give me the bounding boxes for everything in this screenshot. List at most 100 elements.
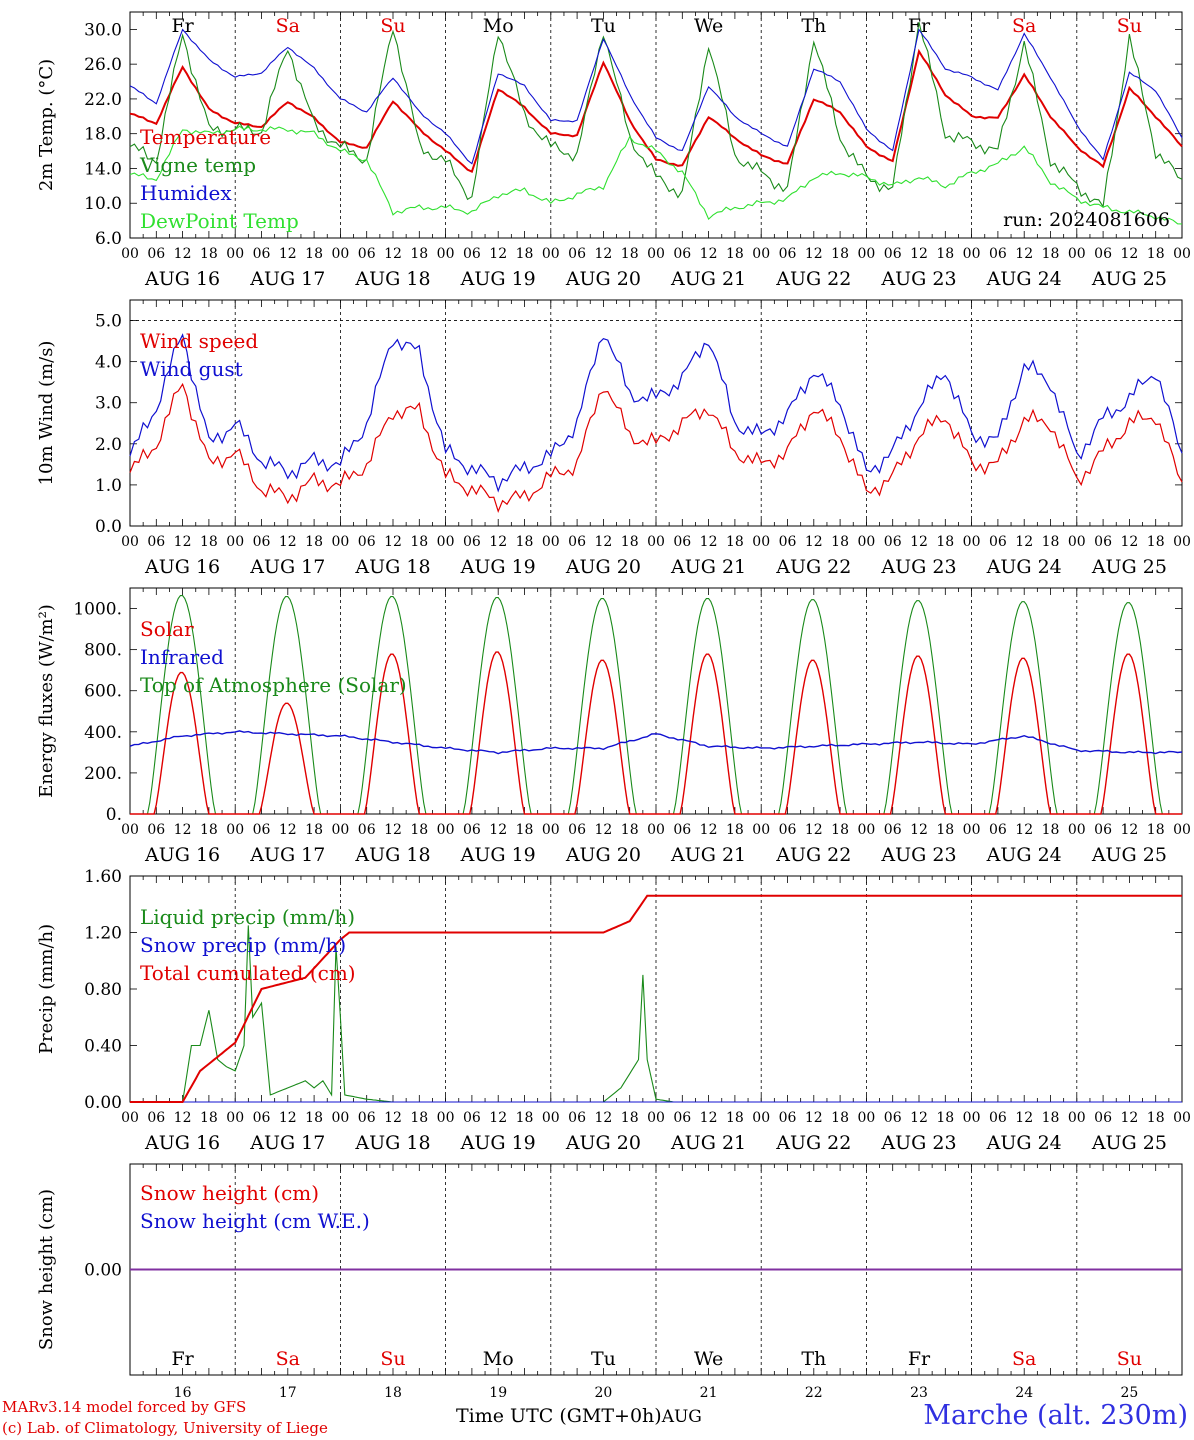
lab-credit: (c) Lab. of Climatology, University of L… — [2, 1419, 328, 1437]
x-day-label: AUG 17 — [249, 1132, 325, 1154]
x-hour-label: 06 — [253, 246, 271, 262]
x-hour-label: 06 — [253, 1110, 271, 1126]
x-hour-label: 00 — [857, 822, 875, 838]
x-hour-label: 06 — [1094, 1110, 1112, 1126]
x-axis-label: Time UTC (GMT+0h)AUG — [456, 1405, 702, 1427]
x-hour-label: 12 — [174, 1110, 192, 1126]
x-hour-label: 12 — [489, 246, 507, 262]
day-name-label: Th — [801, 15, 826, 37]
x-day-label: AUG 19 — [460, 844, 536, 866]
legend-entry: Snow height (cm) — [140, 1181, 319, 1205]
x-day-label: AUG 20 — [565, 844, 641, 866]
x-day-label: AUG 22 — [775, 268, 851, 290]
day-number-label: 18 — [384, 1385, 402, 1401]
x-hour-label: 12 — [1015, 1110, 1033, 1126]
x-hour-label: 18 — [1147, 246, 1165, 262]
x-hour-label: 12 — [384, 534, 402, 550]
day-name-label: Tu — [591, 1348, 616, 1370]
x-hour-label: 00 — [226, 1110, 244, 1126]
day-name-label: Su — [1117, 1348, 1142, 1370]
legend-entry: Top of Atmosphere (Solar) — [140, 673, 407, 697]
y-tick-label: 0.0 — [95, 517, 122, 537]
x-hour-label: 06 — [989, 1110, 1007, 1126]
y-tick-label: 10.0 — [84, 194, 122, 214]
y-tick-label: 18.0 — [84, 125, 122, 145]
x-day-label: AUG 16 — [144, 1132, 220, 1154]
x-day-label: AUG 23 — [880, 844, 956, 866]
run-annotation: run: 2024081606 — [1003, 209, 1170, 231]
x-hour-label: 00 — [331, 246, 349, 262]
x-hour-label: 06 — [989, 822, 1007, 838]
x-hour-label: 18 — [936, 534, 954, 550]
x-hour-label: 18 — [410, 1110, 428, 1126]
x-hour-label: 00 — [1173, 1110, 1191, 1126]
x-hour-label: 18 — [516, 246, 534, 262]
x-hour-label: 12 — [174, 246, 192, 262]
x-hour-label: 18 — [305, 534, 323, 550]
x-axis-title: Time UTC (GMT+0h) — [456, 1405, 662, 1427]
day-name-label: Sa — [276, 1348, 300, 1370]
x-hour-label: 00 — [226, 246, 244, 262]
x-hour-label: 12 — [700, 822, 718, 838]
x-hour-label: 00 — [647, 534, 665, 550]
x-hour-label: 06 — [568, 822, 586, 838]
x-hour-label: 12 — [279, 1110, 297, 1126]
x-hour-label: 06 — [463, 1110, 481, 1126]
x-hour-label: 18 — [831, 822, 849, 838]
x-day-label: AUG 22 — [775, 556, 851, 578]
x-day-label: AUG 22 — [775, 1132, 851, 1154]
x-day-label: AUG 24 — [986, 844, 1062, 866]
x-hour-label: 00 — [226, 822, 244, 838]
x-hour-label: 12 — [910, 534, 928, 550]
y-axis-label: 2m Temp. (°C) — [36, 59, 57, 191]
x-day-label: AUG 17 — [249, 556, 325, 578]
x-hour-label: 00 — [437, 246, 455, 262]
y-tick-label: 0.80 — [84, 980, 122, 1000]
x-hour-label: 06 — [673, 822, 691, 838]
x-hour-label: 12 — [700, 534, 718, 550]
x-hour-label: 06 — [463, 246, 481, 262]
y-tick-label: 0.00 — [84, 1261, 122, 1281]
y-tick-label: 6.0 — [95, 229, 122, 249]
x-hour-label: 00 — [857, 246, 875, 262]
day-name-label: We — [694, 15, 723, 37]
x-hour-label: 06 — [1094, 534, 1112, 550]
x-axis-month: AUG — [661, 1407, 702, 1427]
x-hour-label: 00 — [1173, 534, 1191, 550]
legend-entry: Humidex — [140, 181, 232, 205]
y-tick-label: 1.20 — [84, 924, 122, 944]
x-hour-label: 18 — [936, 246, 954, 262]
day-number-label: 22 — [805, 1385, 823, 1401]
day-name-label: Fr — [171, 1348, 194, 1370]
x-day-label: AUG 16 — [144, 844, 220, 866]
x-hour-label: 12 — [384, 822, 402, 838]
x-hour-label: 06 — [463, 534, 481, 550]
x-hour-label: 12 — [1120, 246, 1138, 262]
x-hour-label: 06 — [884, 822, 902, 838]
x-hour-label: 18 — [1042, 1110, 1060, 1126]
x-hour-label: 06 — [358, 534, 376, 550]
x-hour-label: 18 — [410, 534, 428, 550]
x-hour-label: 12 — [279, 246, 297, 262]
x-hour-label: 00 — [542, 534, 560, 550]
x-hour-label: 12 — [1015, 246, 1033, 262]
x-hour-label: 12 — [805, 246, 823, 262]
y-tick-label: 0.40 — [84, 1037, 122, 1057]
y-tick-label: 2.0 — [95, 435, 122, 455]
x-hour-label: 12 — [910, 1110, 928, 1126]
y-tick-label: 600. — [84, 682, 122, 702]
series-line-dewpoint-temp — [129, 125, 1183, 225]
x-hour-label: 12 — [489, 534, 507, 550]
x-hour-label: 00 — [647, 1110, 665, 1126]
x-hour-label: 06 — [147, 822, 165, 838]
x-hour-label: 06 — [673, 246, 691, 262]
x-hour-label: 06 — [1094, 246, 1112, 262]
y-axis-label: Precip (mm/h) — [36, 924, 57, 1054]
x-hour-label: 06 — [779, 1110, 797, 1126]
x-day-label: AUG 16 — [144, 556, 220, 578]
x-hour-label: 12 — [805, 534, 823, 550]
x-hour-label: 00 — [542, 822, 560, 838]
x-hour-label: 12 — [279, 822, 297, 838]
day-name-label: Tu — [591, 15, 616, 37]
y-tick-label: 200. — [84, 764, 122, 784]
